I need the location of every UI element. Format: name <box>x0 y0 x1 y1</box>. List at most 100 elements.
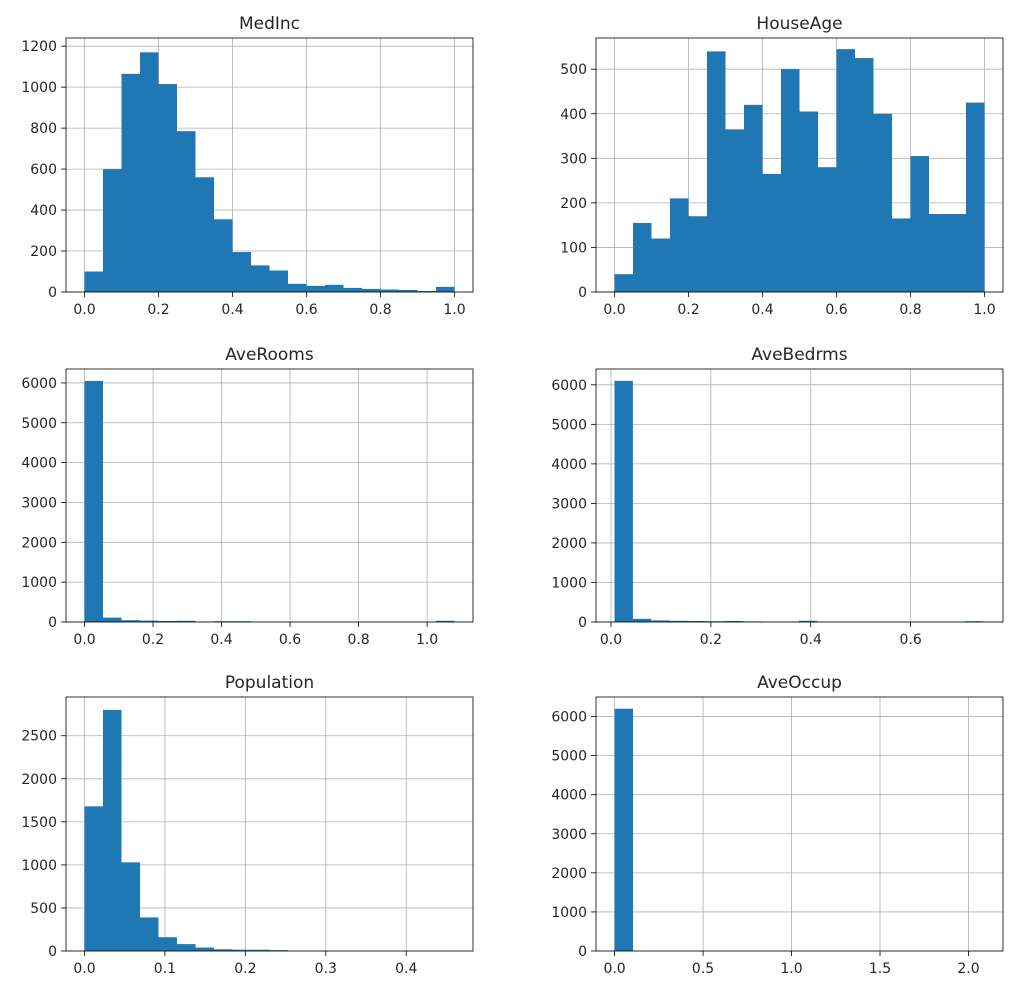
axes-frame <box>595 696 1004 952</box>
y-tick-label: 4000 <box>551 788 587 804</box>
y-tick-label: 100 <box>560 240 587 256</box>
x-tick-label: 0.4 <box>210 632 232 648</box>
y-tick-label: 1000 <box>21 80 57 96</box>
histogram-bar <box>799 111 818 293</box>
y-tick-label: 1000 <box>21 858 57 874</box>
y-tick-label: 1000 <box>551 575 587 591</box>
histogram-bar <box>343 287 362 292</box>
x-tick-label: 0.1 <box>154 961 176 977</box>
histogram-bar <box>651 620 670 622</box>
histogram-bar <box>436 620 455 622</box>
histogram-bar <box>84 806 103 951</box>
histogram-bar <box>232 949 251 951</box>
histogram-bar <box>140 52 159 292</box>
histogram-bar <box>762 173 781 292</box>
y-tick-label: 0 <box>578 285 587 301</box>
histogram-panel: 0.0 0.5 1.0 1.5 2.0 0 1000 2000 3000 4000 5000 6000… <box>551 673 1004 977</box>
y-tick-label: 400 <box>560 107 587 123</box>
histogram-bar <box>744 104 763 292</box>
x-tick-label: 0.8 <box>899 302 921 318</box>
x-tick-label: 0.0 <box>600 632 622 648</box>
y-tick-label: 200 <box>30 244 57 260</box>
y-tick-label: 300 <box>560 151 587 167</box>
histogram-bar <box>158 84 177 292</box>
y-tick-label: 500 <box>560 62 587 78</box>
y-tick-label: 0 <box>48 944 57 960</box>
histogram-bar <box>873 113 892 292</box>
x-tick-label: 0.2 <box>147 302 169 318</box>
histogram-bar <box>614 708 634 951</box>
axes-frame <box>65 368 474 623</box>
histogram-bar <box>688 621 707 622</box>
chart-title: Population <box>225 673 314 693</box>
y-tick-label: 0 <box>578 615 587 631</box>
histogram-bar <box>836 49 855 292</box>
histogram-bar <box>195 947 214 951</box>
x-tick-label: 0.6 <box>295 302 317 318</box>
y-tick-label: 0 <box>48 615 57 631</box>
x-tick-label: 0.8 <box>369 302 391 318</box>
x-tick-label: 0.6 <box>899 632 921 648</box>
x-tick-label: 0.0 <box>73 632 95 648</box>
histogram-bar <box>269 270 288 292</box>
axes-frame <box>595 37 1004 293</box>
histogram-bar <box>84 380 103 622</box>
histogram-bar <box>214 949 233 951</box>
axes-frame <box>595 368 1004 623</box>
y-tick-label: 0 <box>48 285 57 301</box>
y-tick-label: 3000 <box>551 827 587 843</box>
chart-title: MedInc <box>239 14 300 34</box>
histogram-bar <box>362 288 381 292</box>
y-tick-label: 5000 <box>21 416 57 432</box>
y-tick-label: 800 <box>30 121 57 137</box>
chart-title: HouseAge <box>756 14 842 34</box>
histogram-bar <box>121 73 140 292</box>
x-tick-label: 1.5 <box>869 961 891 977</box>
histogram-bar <box>417 290 436 292</box>
histogram-bar <box>140 917 159 951</box>
histogram-panel: 0.0 0.2 0.4 0.6 0.8 1.0 0 200 400 600 800 1000 1200 M… <box>21 14 474 318</box>
histogram-bar <box>158 937 177 951</box>
x-tick-label: 0.4 <box>395 961 417 977</box>
x-tick-label: 2.0 <box>957 961 979 977</box>
y-tick-label: 2500 <box>21 729 57 745</box>
chart-title: AveOccup <box>757 673 842 693</box>
histogram-panel: 0.0 0.2 0.4 0.6 0.8 1.0 0 1000 2000 3000 4000 5000 6… <box>21 345 474 648</box>
histogram-bar <box>306 285 325 292</box>
histogram-panel: 0.0 0.2 0.4 0.6 0 1000 2000 3000 4000 5000 6000 Ave… <box>551 345 1004 648</box>
histogram-bar <box>380 289 399 292</box>
axes-frame <box>65 696 474 952</box>
histogram-bar <box>436 286 455 292</box>
y-tick-label: 1000 <box>21 575 57 591</box>
histogram-bar <box>325 284 344 292</box>
x-tick-label: 0.2 <box>234 961 256 977</box>
y-tick-label: 1500 <box>21 815 57 831</box>
histogram-bar <box>688 216 707 292</box>
histogram-bar <box>177 131 196 292</box>
x-tick-label: 0.0 <box>73 961 95 977</box>
histogram-bar <box>910 156 929 292</box>
histogram-bar <box>158 621 177 622</box>
y-tick-label: 6000 <box>21 376 57 392</box>
histogram-bar <box>633 222 652 292</box>
histogram-bar <box>121 862 140 951</box>
y-tick-label: 4000 <box>21 456 57 472</box>
histogram-bar <box>103 709 122 951</box>
x-tick-label: 0.0 <box>73 302 95 318</box>
histogram-bar <box>818 167 837 292</box>
y-tick-label: 500 <box>30 901 57 917</box>
y-tick-label: 2000 <box>21 772 57 788</box>
histogram-bar <box>232 252 251 292</box>
chart-title: AveRooms <box>225 345 314 365</box>
y-tick-label: 1000 <box>551 905 587 921</box>
y-tick-label: 5000 <box>551 749 587 765</box>
histogram-bar <box>195 177 214 292</box>
y-tick-label: 600 <box>30 162 57 178</box>
y-tick-label: 0 <box>578 944 587 960</box>
histogram-bar <box>214 219 233 292</box>
y-tick-label: 1200 <box>21 39 57 55</box>
histogram-bar <box>781 69 800 292</box>
y-tick-label: 5000 <box>551 417 587 433</box>
histogram-bar <box>966 102 985 292</box>
x-tick-label: 0.4 <box>221 302 243 318</box>
